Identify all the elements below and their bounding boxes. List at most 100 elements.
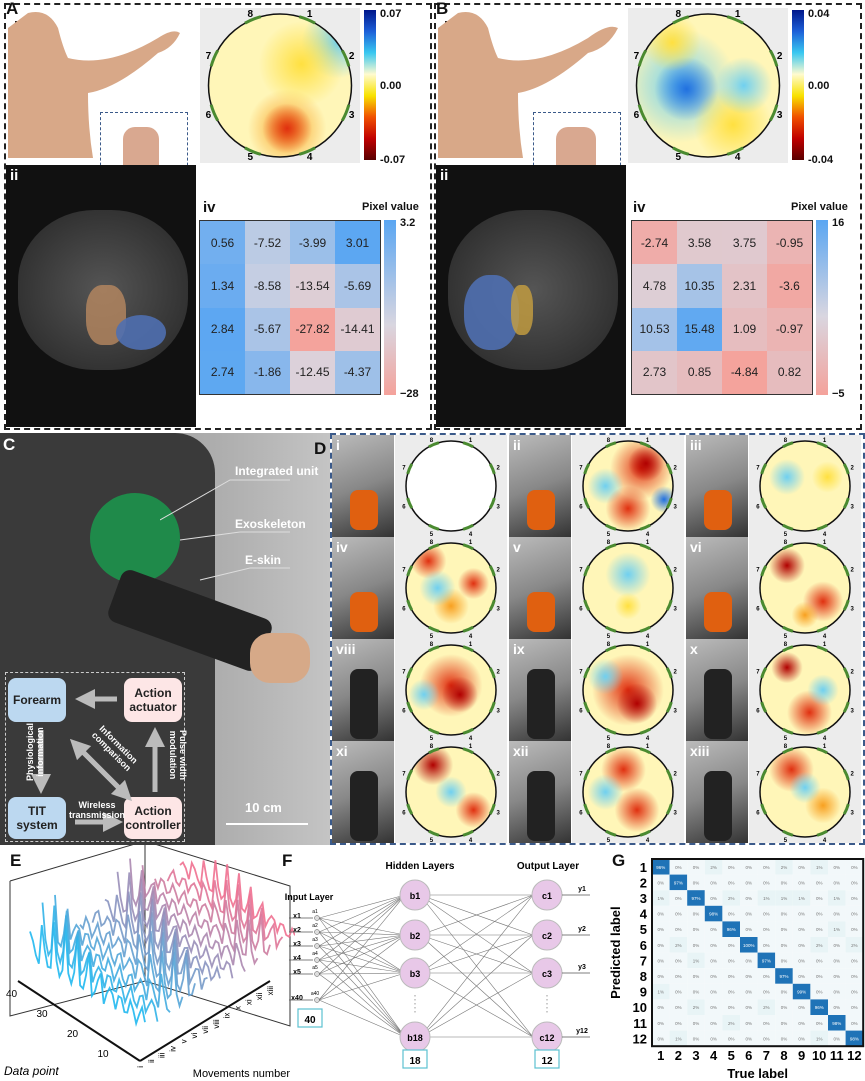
matrix-cell	[669, 1030, 688, 1047]
electrode	[583, 667, 591, 679]
electrode-number: 5	[607, 634, 611, 639]
grid-cell: 1.34	[200, 264, 245, 308]
matrix-cell	[722, 859, 740, 875]
electrode-number: 1	[735, 9, 741, 20]
cell-value: 97%	[674, 880, 683, 885]
matrix-cell	[810, 890, 828, 906]
matrix-cell	[740, 952, 758, 969]
electrode-number: 8	[676, 9, 682, 20]
hidden-node	[399, 919, 431, 951]
matrix-cell	[669, 921, 688, 937]
y-axis	[17, 980, 141, 1062]
cell-value: 0%	[710, 1036, 717, 1041]
tomography-map: 1 2 3 4 5 6 7 8	[395, 639, 507, 741]
electrode-number: 4	[823, 838, 827, 843]
pixel-min: −28	[400, 388, 419, 400]
matrix-cell	[722, 905, 740, 922]
electrode-number: 2	[349, 51, 355, 62]
pixel-value-title: Pixel value	[362, 201, 419, 213]
label-integrated-unit: Integrated unit	[235, 464, 319, 478]
neural-network-diagram: Hidden Layers Output Layer Input Layer x1 a1…	[285, 861, 590, 1069]
x-tick-label: v	[179, 1039, 188, 1043]
x-tick-label: xi	[244, 999, 253, 1005]
cell-value: 0%	[728, 943, 735, 948]
map-border	[759, 542, 851, 634]
matrix-cell	[757, 968, 776, 984]
electrode-number: 4	[307, 152, 313, 163]
electrode	[782, 543, 794, 551]
y-tick-label: 6	[640, 938, 647, 953]
movement-label: xi	[336, 743, 348, 759]
matrix-cell	[687, 859, 705, 875]
cell-value: 2%	[710, 865, 717, 870]
arm-open-hand-figure	[438, 12, 618, 158]
cell-value: 0%	[693, 974, 700, 979]
electrode	[488, 599, 496, 611]
grid-cell: -14.41	[335, 307, 380, 351]
x-tick-label: 12	[847, 1048, 861, 1063]
cell-value: 97%	[762, 958, 771, 963]
electrode-number: 4	[469, 736, 473, 741]
cell-value: 2%	[763, 1005, 770, 1010]
electrode-number: 7	[402, 465, 406, 471]
matrix-cell	[704, 905, 723, 922]
conductivity-blob	[587, 658, 624, 695]
matrix-cell	[828, 1030, 846, 1047]
electrode-number: 7	[634, 51, 640, 62]
movement-trace	[104, 891, 221, 982]
matrix-cell	[652, 1030, 670, 1047]
electrode-number: 4	[646, 838, 650, 843]
cell-value: 0%	[763, 943, 770, 948]
matrix-cell	[757, 874, 776, 891]
cell-value: 0%	[710, 927, 717, 932]
electrode-number: 3	[496, 505, 500, 511]
cell-value: 0%	[851, 990, 858, 995]
electrode	[760, 769, 768, 781]
cell-value: 0%	[851, 912, 858, 917]
matrix-cell	[669, 937, 688, 953]
matrix-cell	[845, 999, 864, 1015]
grid-cell: 15.48	[677, 307, 722, 351]
electrode-number: 8	[607, 642, 611, 648]
matrix-cell	[792, 968, 811, 984]
cell-value: 0%	[781, 880, 788, 885]
movement-cell: v 1 2 3 4 5 6 7 8	[509, 537, 686, 639]
grid-cell: 3.75	[722, 221, 767, 265]
output-label: y3	[578, 964, 586, 971]
cell-value: 0%	[763, 927, 770, 932]
grid-cell: 2.84	[200, 307, 245, 351]
electrode-number: 7	[579, 771, 583, 777]
scale-bar-label: 10 cm	[245, 800, 282, 815]
grid-cell: -2.74	[632, 221, 677, 265]
output-node-label: c12	[539, 1033, 554, 1043]
connection	[318, 894, 406, 933]
electrode	[428, 645, 440, 653]
matrix-cell	[652, 890, 670, 906]
fist	[250, 633, 310, 683]
x-tick-label: 11	[830, 1048, 844, 1063]
conductivity-blob	[605, 486, 651, 531]
cell-value: 0%	[675, 974, 682, 979]
movement-photo	[509, 537, 571, 639]
matrix-cell	[792, 859, 811, 875]
connection	[419, 894, 534, 974]
cell-value: 0%	[834, 865, 841, 870]
matrix-cell	[828, 874, 846, 891]
cell-value: 0%	[746, 912, 753, 917]
electrode-number: 7	[402, 669, 406, 675]
electrode	[340, 49, 351, 67]
matrix-cell	[652, 859, 670, 875]
electrode	[726, 15, 744, 25]
electrode-number: 3	[777, 110, 783, 121]
electrode-number: 2	[850, 567, 854, 573]
electrode-number: 8	[607, 438, 611, 444]
matrix-cell	[810, 983, 828, 1000]
label-e-skin: E-skin	[245, 553, 282, 567]
cell-value: 98%	[850, 1036, 859, 1041]
matrix-cell	[828, 937, 846, 953]
matrix-cell	[810, 1015, 828, 1031]
matrix-cell	[652, 921, 670, 937]
map-border	[759, 644, 851, 736]
electrode-number: 4	[735, 152, 741, 163]
map-border	[582, 542, 674, 634]
